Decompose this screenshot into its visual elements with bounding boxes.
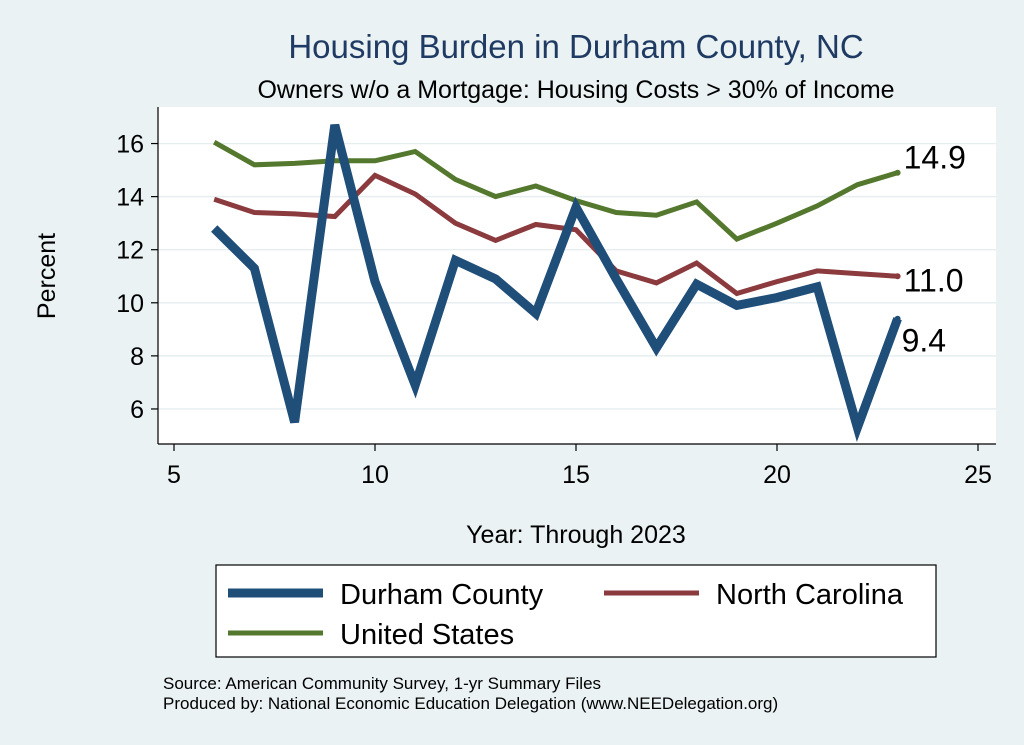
legend-box	[215, 564, 937, 658]
y-tick-label: 6	[130, 396, 144, 424]
x-tick-label: 10	[361, 461, 389, 489]
legend-label: United States	[340, 619, 514, 651]
axis-ticks: 6 8 10 12 14 16 5 10 15 20 25	[116, 131, 992, 489]
x-tick-label: 5	[167, 461, 181, 489]
legend: Durham County North Carolina United States	[228, 579, 904, 651]
chart-subtitle: Owners w/o a Mortgage: Housing Costs > 3…	[257, 76, 894, 104]
x-axis-title: Year: Through 2023	[466, 521, 686, 549]
end-point-marker	[894, 169, 901, 176]
end-value-label: 9.4	[902, 323, 946, 359]
chart-title: Housing Burden in Durham County, NC	[288, 28, 863, 65]
y-tick-label: 10	[116, 290, 144, 318]
legend-label: North Carolina	[716, 579, 904, 611]
x-tick-label: 20	[763, 461, 791, 489]
series-lines	[211, 123, 902, 442]
y-tick-label: 12	[116, 237, 144, 265]
y-tick-label: 8	[130, 343, 144, 371]
end-point-marker	[894, 273, 901, 280]
legend-label: Durham County	[340, 579, 544, 611]
end-labels: 9.4 11.0 14.9	[894, 140, 966, 359]
end-point-marker	[894, 315, 901, 322]
produced-by-note: Produced by: National Economic Education…	[163, 694, 778, 713]
series-line-north-carolina	[213, 172, 898, 297]
y-axis-title: Percent	[33, 233, 61, 319]
y-tick-label: 16	[116, 131, 144, 159]
x-tick-label: 25	[964, 461, 992, 489]
end-value-label: 14.9	[904, 140, 966, 176]
y-tick-label: 14	[116, 184, 144, 212]
end-value-label: 11.0	[904, 262, 964, 298]
series-line-durham-county	[211, 123, 902, 442]
x-tick-label: 15	[562, 461, 590, 489]
source-note: Source: American Community Survey, 1-yr …	[163, 674, 601, 693]
